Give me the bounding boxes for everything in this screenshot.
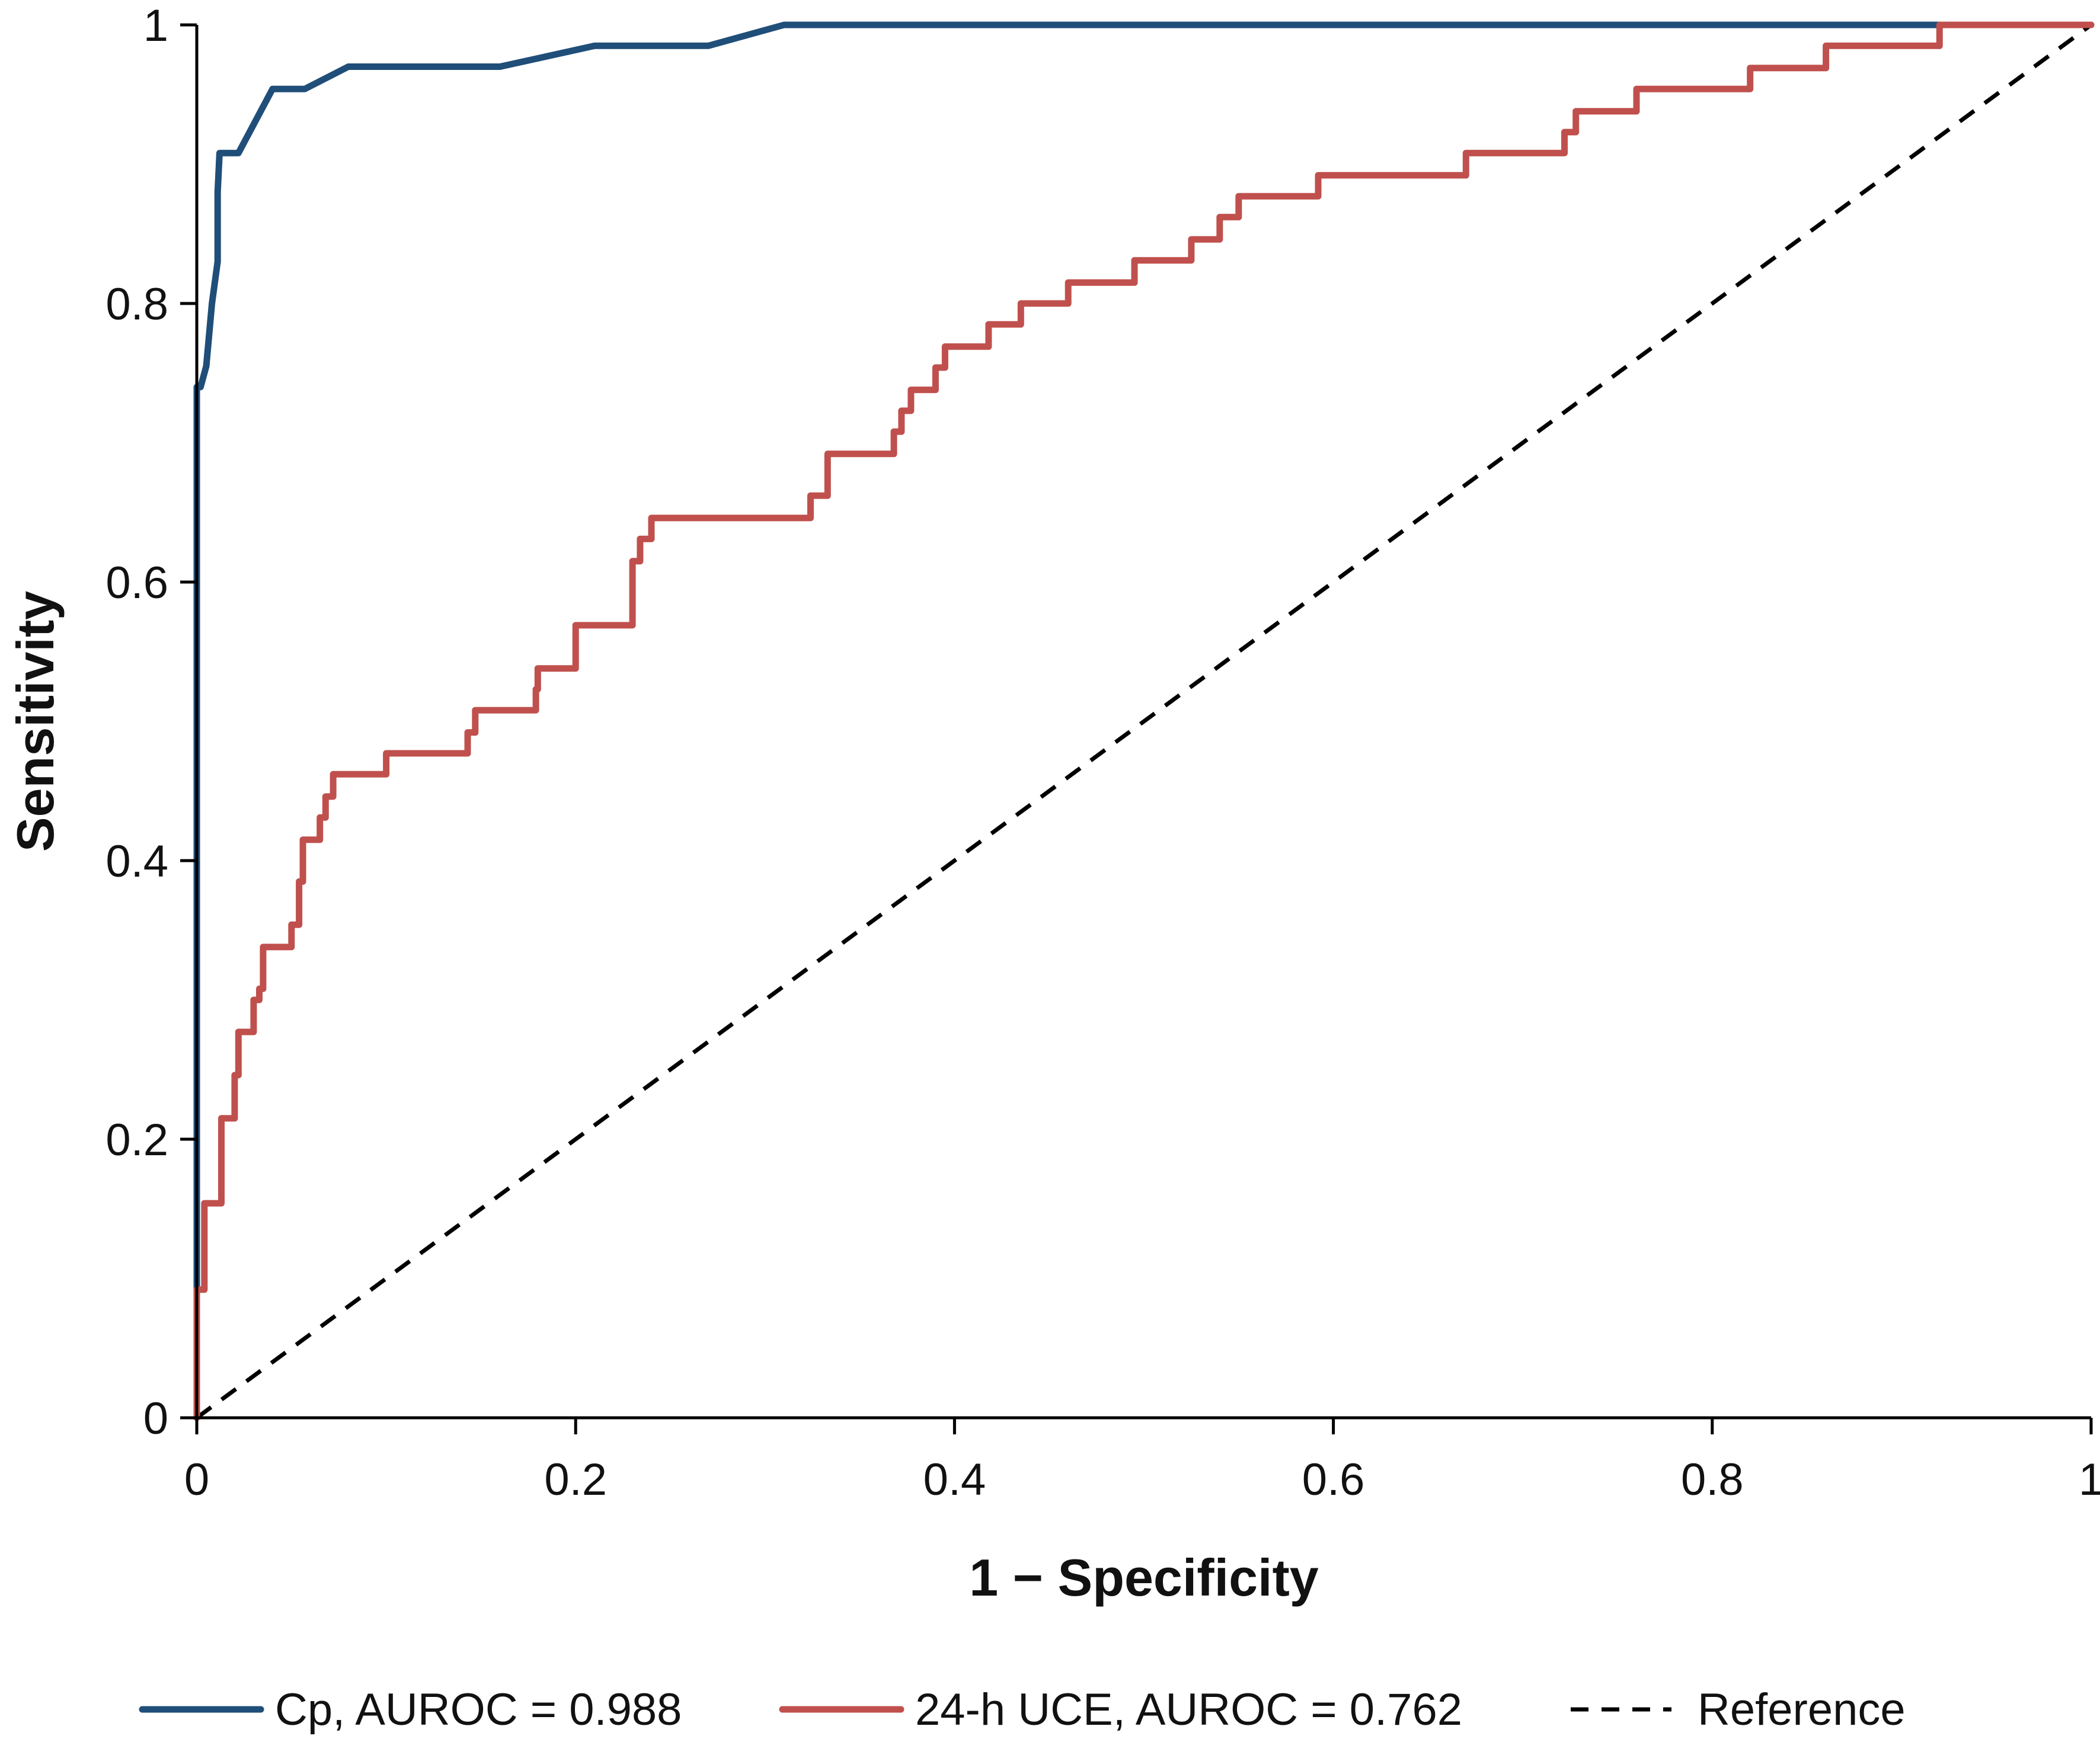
legend-label-24-h-uce: 24-h UCE, AUROC = 0.762 [915, 1685, 1462, 1735]
x-tick-label: 0 [184, 1455, 209, 1505]
plot-curves [193, 21, 2095, 1421]
series-line-24-h-uce [193, 21, 2095, 1421]
x-axis-ticks: 0 0.2 0.4 0.6 0.8 1 [184, 1418, 2100, 1505]
y-tick-label: 0.8 [106, 279, 168, 330]
series-line-reference [195, 23, 2093, 1420]
x-tick-label: 0.6 [1302, 1455, 1365, 1505]
x-axis-title: 1 − Specificity [969, 1548, 1318, 1607]
x-tick-label: 0.4 [923, 1455, 986, 1505]
y-tick-label: 0 [143, 1393, 168, 1444]
y-axis-title: Sensitivity [6, 591, 65, 852]
x-tick-label: 0.8 [1681, 1455, 1744, 1505]
legend: Cp, AUROC = 0.988 24-h UCE, AUROC = 0.762… [139, 1685, 1906, 1735]
y-tick-label: 1 [143, 1, 168, 51]
y-axis-ticks: 0 0.2 0.4 0.6 0.8 1 [106, 1, 197, 1444]
x-tick-label: 0.2 [544, 1455, 607, 1505]
y-tick-label: 0.2 [106, 1115, 168, 1165]
y-tick-label: 0.6 [106, 558, 168, 608]
x-tick-label: 1 [2079, 1455, 2100, 1505]
axes [195, 25, 2091, 1420]
y-tick-label: 0.4 [106, 836, 168, 887]
series-line-cp [193, 21, 2095, 1421]
legend-label-cp: Cp, AUROC = 0.988 [275, 1685, 682, 1735]
legend-label-reference: Reference [1698, 1685, 1906, 1735]
